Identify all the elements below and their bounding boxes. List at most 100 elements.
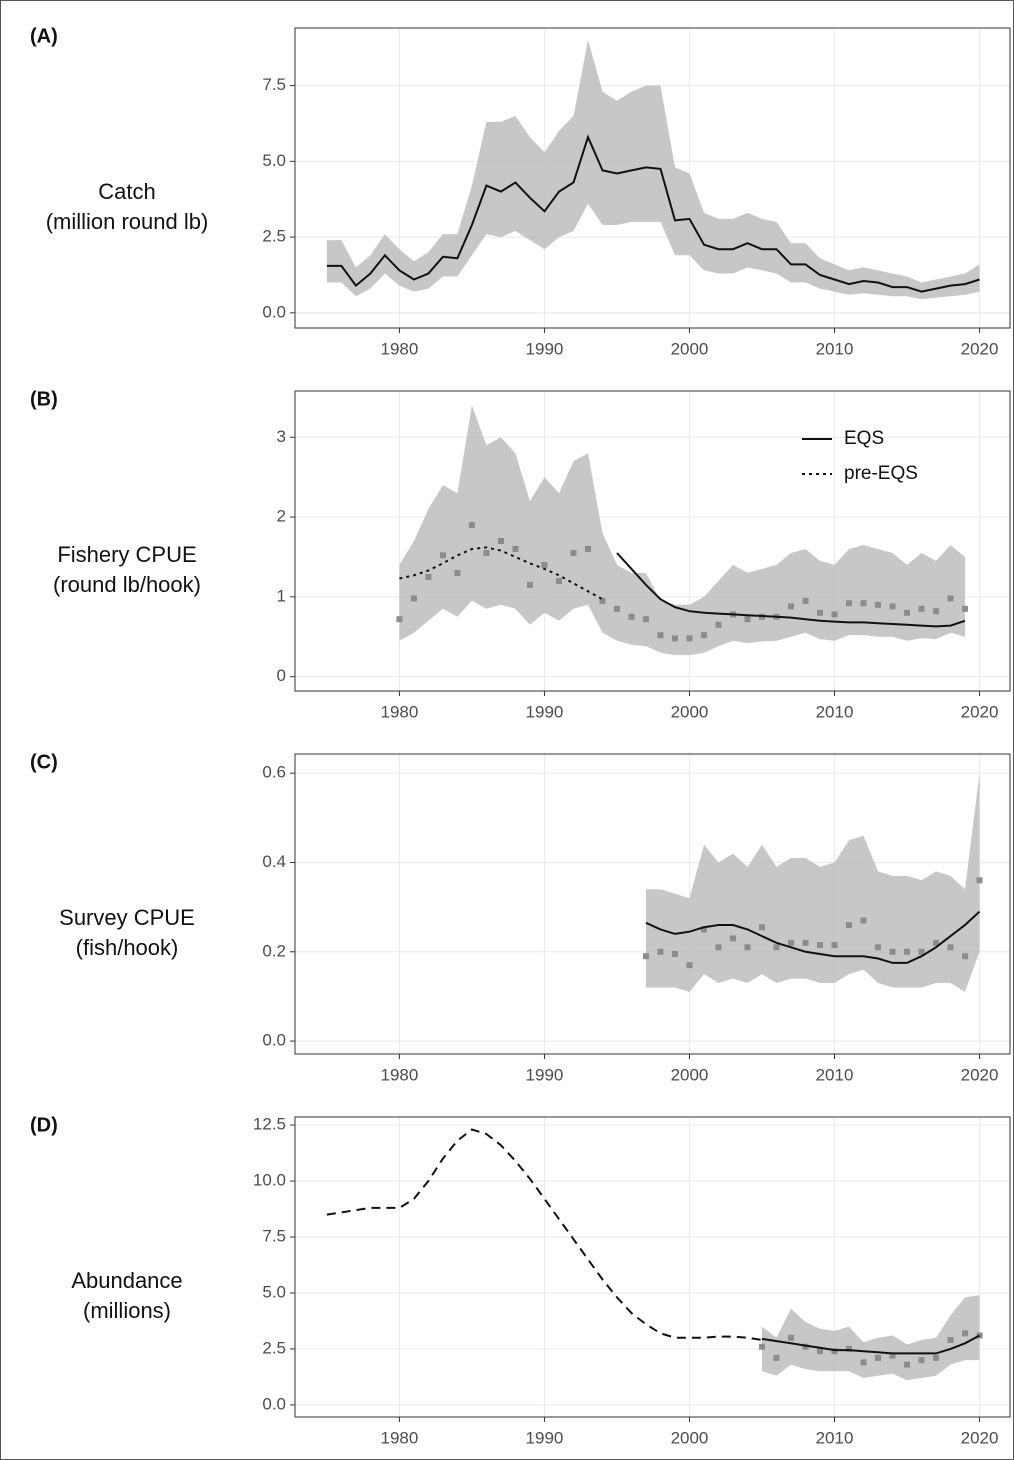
data-point <box>860 1359 867 1366</box>
y-tick-label: 0.0 <box>262 302 286 321</box>
data-point <box>497 538 504 544</box>
data-point <box>729 935 736 942</box>
data-point <box>831 1348 838 1355</box>
x-tick-label: 2000 <box>671 1428 709 1447</box>
x-tick-label: 2020 <box>961 702 999 721</box>
data-point <box>918 605 925 612</box>
y-tick-label: 2 <box>277 507 286 526</box>
data-point <box>410 595 417 602</box>
x-tick-label: 1990 <box>526 1428 564 1447</box>
x-tick-label: 2020 <box>961 339 999 358</box>
data-point <box>875 1354 882 1361</box>
data-point <box>918 1357 925 1364</box>
data-point <box>686 962 693 969</box>
x-tick-label: 2010 <box>816 702 854 721</box>
data-point <box>671 951 678 957</box>
data-point <box>599 597 606 604</box>
data-point <box>889 948 896 955</box>
confidence-band <box>646 773 980 992</box>
plot-border <box>294 27 1011 329</box>
data-point <box>860 917 867 924</box>
confidence-band <box>399 405 965 656</box>
data-point <box>947 595 954 602</box>
confidence-band <box>326 40 980 300</box>
x-tick-label: 1990 <box>526 1065 564 1084</box>
legend-label: EQS <box>844 428 884 449</box>
data-line <box>326 134 980 293</box>
plot-border <box>294 1116 1011 1418</box>
y-tick-label: 0.4 <box>262 852 286 871</box>
data-point <box>642 616 649 623</box>
data-line <box>645 910 981 964</box>
data-point <box>715 621 722 628</box>
data-point <box>425 573 432 580</box>
panel-label: (A) <box>30 25 58 47</box>
data-point <box>889 1352 896 1359</box>
y-tick-label: 0.0 <box>262 1394 286 1413</box>
data-point <box>512 545 519 552</box>
y-axis-label: Fishery CPUE <box>57 542 196 567</box>
data-point <box>788 1334 795 1341</box>
data-point <box>904 948 911 955</box>
data-point <box>802 1343 809 1350</box>
data-point <box>758 924 765 931</box>
data-point <box>454 569 461 576</box>
y-tick-label: 12.5 <box>253 1115 286 1134</box>
data-point <box>904 609 911 616</box>
plot-border <box>294 390 1011 692</box>
data-point <box>947 1336 954 1343</box>
data-point <box>817 609 824 616</box>
y-tick-label: 2.5 <box>262 227 286 246</box>
y-axis-label: Catch <box>98 179 155 204</box>
panel-label: (C) <box>30 751 58 773</box>
y-axis-label: Survey CPUE <box>59 905 195 930</box>
data-point <box>962 605 969 612</box>
data-point <box>642 953 649 960</box>
data-point <box>846 921 853 928</box>
data-point <box>976 877 983 884</box>
data-point <box>817 1348 824 1355</box>
data-point <box>715 944 722 951</box>
data-line <box>616 552 966 628</box>
data-point <box>889 603 896 610</box>
data-point <box>875 944 882 951</box>
panel-label: (D) <box>30 1114 58 1136</box>
panel-label: (B) <box>30 388 58 410</box>
data-point <box>758 1343 765 1350</box>
y-tick-label: 1 <box>277 586 286 605</box>
data-point <box>962 1330 969 1337</box>
data-point <box>773 944 780 951</box>
data-point <box>584 545 591 552</box>
data-point <box>860 600 867 607</box>
data-point <box>570 549 577 556</box>
y-tick-label: 7.5 <box>262 75 286 94</box>
x-tick-label: 2000 <box>671 339 709 358</box>
data-point <box>802 939 809 946</box>
data-point <box>700 926 707 933</box>
x-tick-label: 2010 <box>816 1428 854 1447</box>
x-tick-label: 1990 <box>526 339 564 358</box>
x-tick-label: 2020 <box>961 1065 999 1084</box>
data-point <box>788 939 795 946</box>
y-tick-label: 0.6 <box>262 763 286 782</box>
data-point <box>483 549 490 556</box>
data-point <box>439 552 446 559</box>
data-point <box>933 939 940 946</box>
plot-border <box>294 753 1011 1055</box>
y-tick-label: 0.0 <box>262 1031 286 1050</box>
x-tick-label: 1980 <box>381 702 419 721</box>
data-point <box>788 603 795 610</box>
data-point <box>657 632 664 639</box>
data-point <box>846 1345 853 1352</box>
y-tick-label: 5.0 <box>262 151 286 170</box>
x-tick-label: 1980 <box>381 1065 419 1084</box>
data-point <box>875 601 882 608</box>
data-point <box>846 600 853 607</box>
data-point <box>613 605 620 612</box>
y-axis-label: (round lb/hook) <box>53 572 201 597</box>
y-axis-label: (million round lb) <box>46 209 209 234</box>
data-point <box>396 616 403 623</box>
data-point <box>526 581 533 588</box>
x-tick-label: 2000 <box>671 1065 709 1084</box>
